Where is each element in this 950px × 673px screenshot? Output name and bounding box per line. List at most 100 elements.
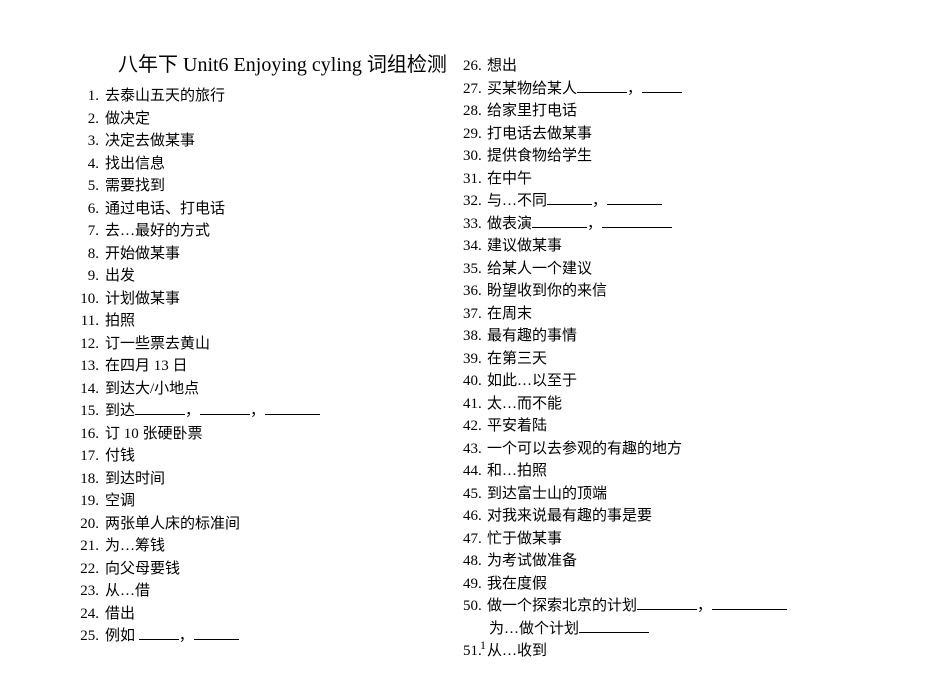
blank-field[interactable] <box>532 214 587 228</box>
list-item: 9.出发 <box>77 265 440 288</box>
list-item: 28. 给家里打电话 <box>463 100 890 123</box>
item-text: 如此…以至于 <box>487 373 577 389</box>
item-number: 44. <box>463 460 481 483</box>
list-item: 39.在第三天 <box>463 348 890 371</box>
item-number: 42. <box>463 415 481 438</box>
blank-field[interactable] <box>577 79 627 93</box>
item-number: 24. <box>77 603 99 626</box>
separator: ， <box>250 403 265 419</box>
blank-field[interactable] <box>194 626 239 640</box>
item-text: 对我来说最有趣的事是要 <box>487 508 652 524</box>
blank-field[interactable] <box>200 401 250 415</box>
blank-field[interactable] <box>637 596 697 610</box>
item-text: 两张单人床的标准间 <box>105 516 240 532</box>
item-number: 15. <box>77 400 99 423</box>
separator: ， <box>587 216 602 232</box>
item-number: 49. <box>463 573 481 596</box>
list-item: 5. 需要找到 <box>77 175 440 198</box>
list-item: 34.建议做某事 <box>463 235 890 258</box>
list-item: 48.为考试做准备 <box>463 550 890 573</box>
separator: ， <box>592 193 607 209</box>
item-number: 3. <box>77 130 99 153</box>
list-item: 41.太…而不能 <box>463 393 890 416</box>
right-column: 26.想出27.买某物给某人，28.给家里打电话29.打电话去做某事30.提供食… <box>440 55 890 663</box>
item-text: 订 10 张硬卧票 <box>105 426 203 442</box>
list-item: 24. 借出 <box>77 603 440 626</box>
item-number: 5. <box>77 175 99 198</box>
item-number: 29. <box>463 123 481 146</box>
item-text: 向父母要钱 <box>105 561 180 577</box>
item-number: 21. <box>77 535 99 558</box>
list-item: 37. 在周末 <box>463 303 890 326</box>
item-number: 18. <box>77 468 99 491</box>
item-number: 17. <box>77 445 99 468</box>
list-item: 3.决定去做某事 <box>77 130 440 153</box>
item-text: 在四月 13 日 <box>105 358 188 374</box>
item-number: 34. <box>463 235 481 258</box>
item-number: 28. <box>463 100 481 123</box>
item-text: 空调 <box>105 493 135 509</box>
list-item: 30.提供食物给学生 <box>463 145 890 168</box>
item-number: 9. <box>77 265 99 288</box>
left-column: 1.去泰山五天的旅行2.做决定3.决定去做某事4.找出信息5.需要找到6.通过电… <box>0 85 440 663</box>
separator: ， <box>185 403 200 419</box>
list-item: 17.付钱 <box>77 445 440 468</box>
list-item: 33. 做表演 ， <box>463 213 890 236</box>
item-number: 2. <box>77 108 99 131</box>
item-text: 从…借 <box>105 583 150 599</box>
item-number: 43. <box>463 438 481 461</box>
item-text: 提供食物给学生 <box>487 148 592 164</box>
item-number: 50. <box>463 595 481 618</box>
item-number: 13. <box>77 355 99 378</box>
item-text: 最有趣的事情 <box>487 328 577 344</box>
item-text: 做一个探索北京的计划 <box>487 598 637 614</box>
blank-field[interactable] <box>135 401 185 415</box>
item-text: 做表演 <box>487 216 532 232</box>
item-text: 到达富士山的顶端 <box>487 486 607 502</box>
separator: ， <box>627 81 642 97</box>
item-text: 在周末 <box>487 306 532 322</box>
item-text: 想出 <box>487 58 517 74</box>
list-item: 49.我在度假 <box>463 573 890 596</box>
item-text: 忙于做某事 <box>487 531 562 547</box>
item-text: 通过电话、打电话 <box>105 201 225 217</box>
list-item: 43.一个可以去参观的有趣的地方 <box>463 438 890 461</box>
blank-field[interactable] <box>579 619 649 633</box>
item-number: 33. <box>463 213 481 236</box>
item-text: 订一些票去黄山 <box>105 336 210 352</box>
item-text: 盼望收到你的来信 <box>487 283 607 299</box>
list-item: 15. 到达 ， ， <box>77 400 440 423</box>
item-text: 为考试做准备 <box>487 553 577 569</box>
item-text: 需要找到 <box>105 178 165 194</box>
item-number: 14. <box>77 378 99 401</box>
blank-field[interactable] <box>712 596 787 610</box>
item-number: 46. <box>463 505 481 528</box>
item-text: 计划做某事 <box>105 291 180 307</box>
item-text: 到达 <box>105 403 135 419</box>
item-text: 借出 <box>105 606 135 622</box>
item-text: 给家里打电话 <box>487 103 577 119</box>
item-text: 做决定 <box>105 111 150 127</box>
item-text: 与…不同 <box>487 193 547 209</box>
item-number: 31. <box>463 168 481 191</box>
item-number: 39. <box>463 348 481 371</box>
item-text: 给某人一个建议 <box>487 261 592 277</box>
blank-field[interactable] <box>642 79 682 93</box>
list-item: 25.例如 ， <box>77 625 440 648</box>
item-text: 找出信息 <box>105 156 165 172</box>
list-item: 11.拍照 <box>77 310 440 333</box>
item-number: 38. <box>463 325 481 348</box>
item-number: 37. <box>463 303 481 326</box>
page-number: 1 <box>480 638 486 653</box>
item-text: 在中午 <box>487 171 532 187</box>
list-item: 2. 做决定 <box>77 108 440 131</box>
blank-field[interactable] <box>265 401 320 415</box>
blank-field[interactable] <box>607 191 662 205</box>
blank-field[interactable] <box>547 191 592 205</box>
blank-field[interactable] <box>139 626 179 640</box>
list-item: 51.从…收到 <box>463 640 890 663</box>
item-text: 到达时间 <box>105 471 165 487</box>
item-number: 23. <box>77 580 99 603</box>
blank-field[interactable] <box>602 214 672 228</box>
item-number: 7. <box>77 220 99 243</box>
